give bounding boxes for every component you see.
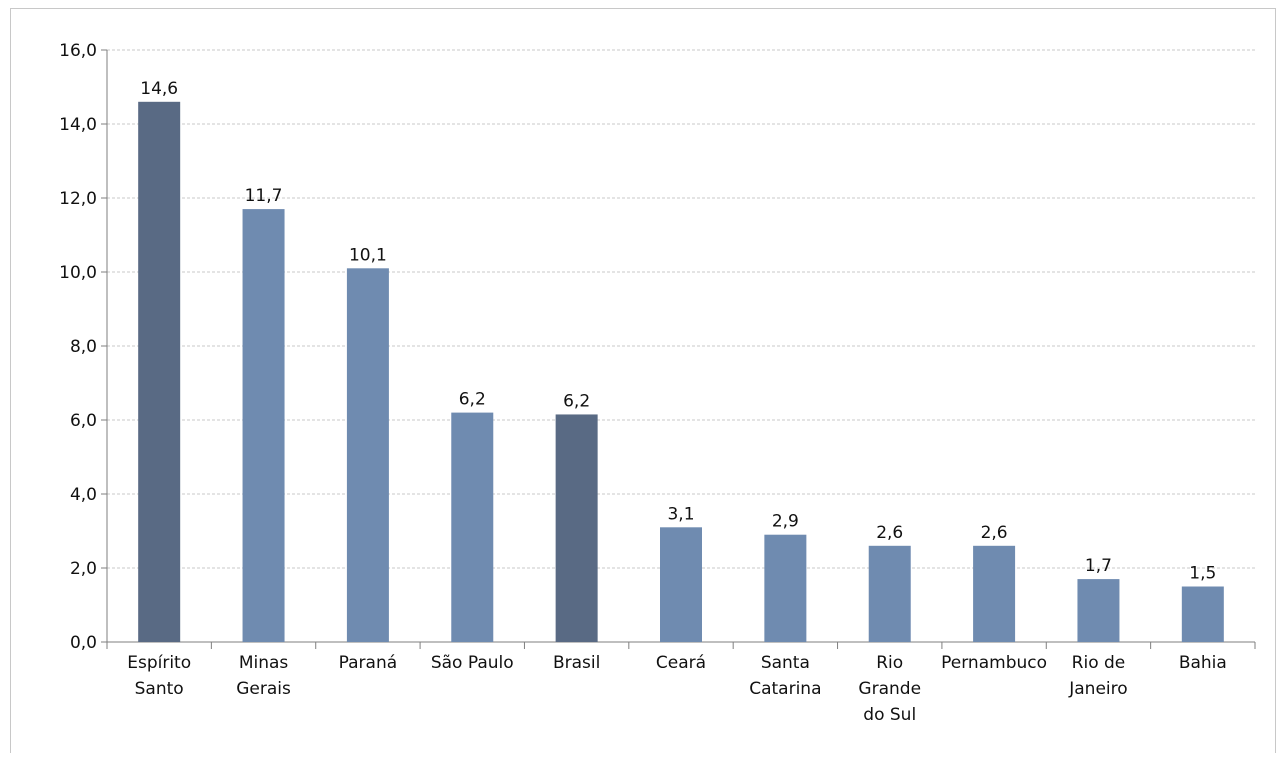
y-tick-label: 10,0 — [59, 263, 97, 283]
x-tick-label-line: Rio de — [1072, 653, 1126, 673]
bar — [1077, 579, 1120, 642]
x-tick-label: Minas Gerais — [236, 653, 291, 699]
bar — [868, 545, 911, 642]
y-tick-label: 14,0 — [59, 115, 97, 135]
bar — [555, 414, 598, 642]
x-tick-label-line: Espírito — [127, 653, 191, 673]
x-tick-label: Pernambuco — [941, 653, 1047, 673]
y-tick-label: 4,0 — [70, 485, 97, 505]
x-tick-label: São Paulo — [431, 653, 514, 673]
x-tick-label-line: Gerais — [236, 679, 291, 699]
bar — [764, 534, 807, 642]
bar — [1181, 586, 1224, 642]
data-label: 3,1 — [667, 504, 694, 524]
x-tick-label-line: Pernambuco — [941, 653, 1047, 673]
data-label: 2,6 — [981, 523, 1008, 543]
x-tick-label-line: Ceará — [656, 653, 706, 673]
x-tick-label-line: Grande — [858, 679, 921, 699]
x-tick-label-line: Minas — [239, 653, 289, 673]
data-label: 10,1 — [349, 245, 387, 265]
y-tick-label: 12,0 — [59, 189, 97, 209]
x-tick-label-line: Rio — [876, 653, 903, 673]
data-label: 2,9 — [772, 512, 799, 532]
x-tick-label-line: Brasil — [553, 653, 600, 673]
y-tick-label: 0,0 — [70, 633, 97, 653]
y-tick-label: 2,0 — [70, 559, 97, 579]
data-label: 11,7 — [245, 186, 283, 206]
x-tick-label: Espírito Santo — [127, 653, 191, 699]
y-tick-label: 6,0 — [70, 411, 97, 431]
data-label: 14,6 — [140, 79, 178, 99]
x-tick-label-line: Santo — [135, 679, 184, 699]
bar — [242, 209, 285, 642]
data-label: 2,6 — [876, 523, 903, 543]
x-tick-label-line: Janeiro — [1068, 679, 1127, 699]
x-tick-label-line: do Sul — [863, 705, 916, 725]
data-label: 6,2 — [459, 390, 486, 410]
x-tick-label: Paraná — [339, 653, 398, 673]
bar-chart: 0,0 2,0 4,0 6,0 8,0 10,0 12,0 14,0 16,0 14,6 Espír… — [59, 41, 1256, 725]
x-tick-label: Santa Catarina — [749, 653, 821, 699]
x-tick-label: Bahia — [1179, 653, 1227, 673]
chart-frame: 0,0 2,0 4,0 6,0 8,0 10,0 12,0 14,0 16,0 14,6 Espír… — [10, 8, 1276, 753]
bar — [451, 412, 494, 642]
data-label: 1,7 — [1085, 556, 1112, 576]
x-tick-label: Ceará — [656, 653, 706, 673]
bar — [138, 101, 181, 643]
bar — [346, 268, 389, 642]
y-tick-label: 16,0 — [59, 41, 97, 61]
x-tick-label-line: Bahia — [1179, 653, 1227, 673]
x-tick-label: Rio Grande do Sul — [858, 653, 921, 725]
x-tick-label-line: Catarina — [749, 679, 821, 699]
data-label: 1,5 — [1189, 564, 1216, 584]
x-tick-label-line: São Paulo — [431, 653, 514, 673]
bar — [973, 545, 1016, 642]
x-tick-label: Brasil — [553, 653, 600, 673]
x-tick-label-line: Paraná — [339, 653, 398, 673]
data-label: 6,2 — [563, 391, 590, 411]
x-tick-label-line: Santa — [761, 653, 810, 673]
y-tick-label: 8,0 — [70, 337, 97, 357]
x-tick-label: Rio de Janeiro — [1068, 653, 1127, 699]
bar — [660, 527, 702, 642]
